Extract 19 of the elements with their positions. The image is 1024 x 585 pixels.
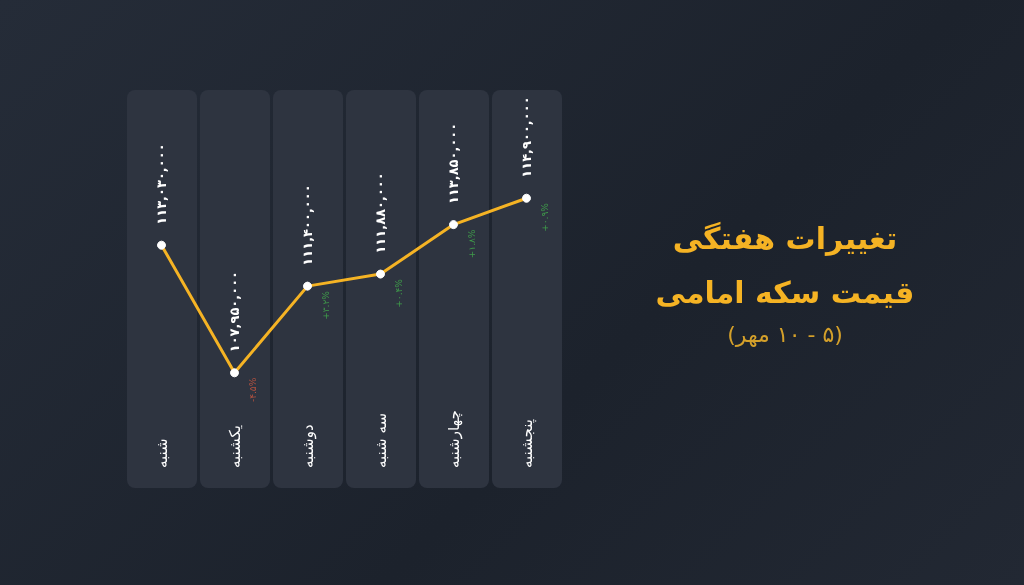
data-label: ۱۱۱,۸۸۰,۰۰۰ — [373, 172, 388, 254]
x-tick-label: شنبه — [152, 438, 171, 468]
data-label: ۱۰۷,۹۵۰,۰۰۰ — [227, 270, 242, 353]
x-tick-label: دوشنبه — [298, 424, 317, 468]
annotation: +۳.۲% — [320, 290, 331, 320]
annotation: -۴.۵% — [247, 377, 258, 403]
annotation: +۰.۴% — [393, 278, 404, 308]
data-label: ۱۱۱,۴۰۰,۰۰۰ — [300, 184, 315, 266]
data-label: ۱۱۳,۰۳۰,۰۰۰ — [154, 143, 169, 225]
data-label: ۱۱۳,۸۵۰,۰۰۰ — [446, 122, 461, 205]
annotation: +۱.۸% — [466, 229, 477, 259]
x-tick-label: یکشنبه — [225, 425, 244, 468]
x-tick-label: پنجشنبه — [517, 419, 537, 468]
data-label: ۱۱۴,۹۰۰,۰۰۰ — [519, 96, 534, 178]
x-tick-label: سه شنبه — [371, 412, 390, 468]
text: (۵ - ۱۰ مهر) — [726, 321, 844, 349]
text: تغییرات هفتگی قیمت سکه امامی — [654, 220, 916, 312]
annotation: +۰.۹% — [539, 202, 550, 232]
x-tick-label: چهارشنبه — [444, 410, 463, 468]
